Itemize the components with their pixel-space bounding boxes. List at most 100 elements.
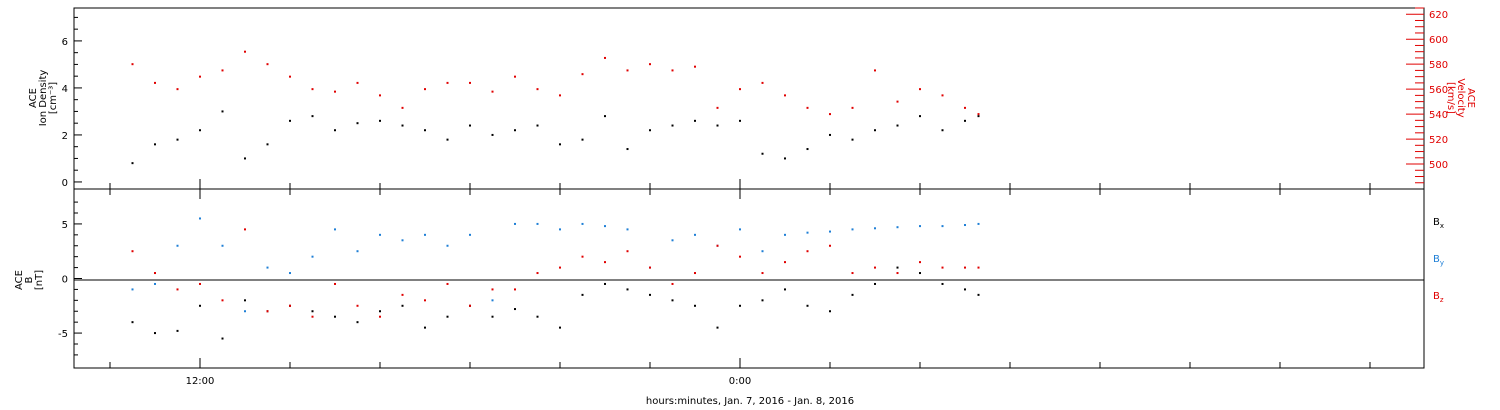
bx-point <box>941 282 944 285</box>
by-point <box>446 244 449 247</box>
density-point <box>131 162 134 165</box>
velocity-point <box>896 100 899 103</box>
bx-point <box>964 288 966 291</box>
bz-point <box>581 255 584 258</box>
bottom-panel-points <box>131 217 980 340</box>
density-point <box>851 138 854 141</box>
bz-point <box>559 266 561 269</box>
density-label-line-1: ACE <box>28 88 39 108</box>
velocity-point <box>649 63 651 66</box>
bx-point <box>131 321 134 324</box>
density-point <box>559 143 561 146</box>
density-point <box>154 143 156 146</box>
velocity-point <box>806 106 809 109</box>
velocity-point <box>469 81 471 84</box>
bz-point <box>896 272 899 275</box>
bz-point <box>964 266 966 269</box>
bx-point <box>154 332 156 335</box>
bx-point <box>221 337 224 340</box>
by-point <box>356 250 359 253</box>
bx-point <box>784 288 786 291</box>
by-point <box>694 233 696 236</box>
by-point <box>761 250 764 253</box>
by-point <box>851 228 854 231</box>
density-point <box>221 110 224 113</box>
by-point <box>536 222 539 225</box>
density-point <box>176 138 179 141</box>
velocity-point <box>536 88 539 91</box>
velocity-point <box>289 75 291 78</box>
by-point <box>874 227 876 230</box>
density-point <box>671 124 674 127</box>
bz-point <box>671 282 674 285</box>
velocity-point <box>491 90 494 93</box>
legend-bx: Bx <box>1433 217 1444 230</box>
by-point <box>334 228 336 231</box>
by-point <box>581 222 584 225</box>
bx-point <box>761 299 764 302</box>
velocity-point <box>311 88 314 91</box>
density-point <box>311 115 314 118</box>
density-point <box>716 124 719 127</box>
by-point <box>671 239 674 242</box>
bz-point <box>176 288 179 291</box>
bx-point <box>581 293 584 296</box>
bz-point <box>289 304 291 307</box>
velocity-point <box>514 75 516 78</box>
velocity-label-line-2: Velocity <box>1455 78 1466 117</box>
velocity-point <box>424 88 426 91</box>
density-point <box>424 129 426 132</box>
velocity-point <box>977 113 980 116</box>
bx-point <box>829 310 831 313</box>
velocity-tick-label: 540 <box>1429 110 1448 121</box>
density-point <box>199 129 201 132</box>
bottom-left-axis: -5 0 5 <box>58 201 82 356</box>
velocity-point <box>919 88 921 91</box>
top-panel-points <box>131 50 980 165</box>
x-axis: 12:00 0:00 <box>109 179 1371 387</box>
density-point <box>446 138 449 141</box>
density-point <box>289 119 291 122</box>
density-point <box>964 119 966 122</box>
by-point <box>311 255 314 258</box>
velocity-point <box>694 65 696 68</box>
bz-point <box>244 228 246 231</box>
velocity-point <box>334 90 336 93</box>
by-point <box>784 233 786 236</box>
velocity-point <box>221 69 224 72</box>
by-point <box>379 233 381 236</box>
bx-point <box>626 288 629 291</box>
by-point <box>919 225 921 228</box>
velocity-tick-label: 600 <box>1429 35 1448 46</box>
by-point <box>964 224 966 227</box>
bz-point <box>806 250 809 253</box>
x-tick-label: 0:00 <box>729 376 751 387</box>
bx-point <box>851 293 854 296</box>
bx-point <box>199 304 201 307</box>
bz-point <box>131 250 134 253</box>
by-point <box>154 282 156 285</box>
bx-point <box>671 299 674 302</box>
bx-point <box>716 326 719 329</box>
by-point <box>469 233 471 236</box>
velocity-point <box>199 75 201 78</box>
density-point <box>334 129 336 132</box>
velocity-point <box>446 81 449 84</box>
bz-point <box>154 272 156 275</box>
velocity-point <box>671 69 674 72</box>
legend-bz: Bz <box>1433 291 1444 304</box>
by-point <box>289 272 291 275</box>
bz-point <box>491 288 494 291</box>
bz-point <box>626 250 629 253</box>
bz-point <box>739 255 741 258</box>
density-point <box>941 129 944 132</box>
density-point <box>784 157 786 160</box>
density-point <box>626 148 629 151</box>
bx-point <box>694 304 696 307</box>
bx-point <box>244 299 246 302</box>
velocity-tick-label: 620 <box>1429 10 1448 21</box>
velocity-point <box>739 88 741 91</box>
bx-point <box>536 315 539 318</box>
density-point <box>874 129 876 132</box>
bz-point <box>829 244 831 247</box>
